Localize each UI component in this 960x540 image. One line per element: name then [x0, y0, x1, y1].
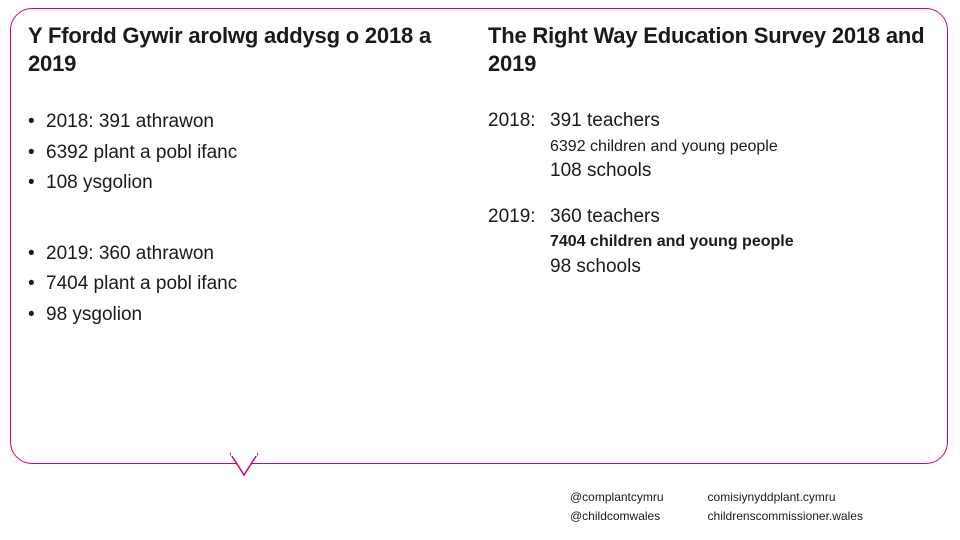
footer-handles: @complantcymru @childcomwales [570, 488, 664, 525]
list-item: 108 ysgolion [28, 168, 448, 199]
teachers-value: 391 teachers [550, 107, 660, 136]
left-bullets-2019: 2019: 360 athrawon 7404 plant a pobl ifa… [28, 239, 448, 331]
year-line: 2018: 391 teachers [488, 107, 928, 136]
site-cy: comisiynyddplant.cymru [708, 488, 863, 507]
year-line: 2019: 360 teachers [488, 203, 928, 232]
list-item: 6392 plant a pobl ifanc [28, 138, 448, 169]
list-item: 2018: 391 athrawon [28, 107, 448, 138]
year-label: 2019: [488, 203, 550, 232]
footer: @complantcymru @childcomwales comisiynyd… [570, 488, 950, 525]
speech-bubble-tail-icon [230, 453, 258, 479]
year-block-2019: 2019: 360 teachers 7404 children and you… [488, 203, 928, 281]
cyp-value: 6392 children and young people [488, 136, 928, 158]
year-label: 2018: [488, 107, 550, 136]
site-en: childrenscommissioner.wales [708, 507, 863, 526]
schools-value: 98 schools [488, 253, 928, 281]
right-column: The Right Way Education Survey 2018 and … [488, 22, 928, 298]
twitter-handle-en: @childcomwales [570, 507, 664, 526]
list-item: 7404 plant a pobl ifanc [28, 269, 448, 300]
teachers-value: 360 teachers [550, 203, 660, 232]
list-item: 98 ysgolion [28, 300, 448, 331]
year-block-2018: 2018: 391 teachers 6392 children and you… [488, 107, 928, 185]
left-column: Y Ffordd Gywir arolwg addysg o 2018 a 20… [28, 22, 448, 350]
left-title: Y Ffordd Gywir arolwg addysg o 2018 a 20… [28, 22, 448, 77]
schools-value: 108 schools [488, 157, 928, 185]
spacer [28, 219, 448, 239]
cyp-value: 7404 children and young people [488, 231, 928, 253]
twitter-handle-cy: @complantcymru [570, 488, 664, 507]
left-bullets-2018: 2018: 391 athrawon 6392 plant a pobl ifa… [28, 107, 448, 199]
slide: Y Ffordd Gywir arolwg addysg o 2018 a 20… [0, 0, 960, 540]
footer-sites: comisiynyddplant.cymru childrenscommissi… [708, 488, 863, 525]
list-item: 2019: 360 athrawon [28, 239, 448, 270]
right-title: The Right Way Education Survey 2018 and … [488, 22, 928, 77]
